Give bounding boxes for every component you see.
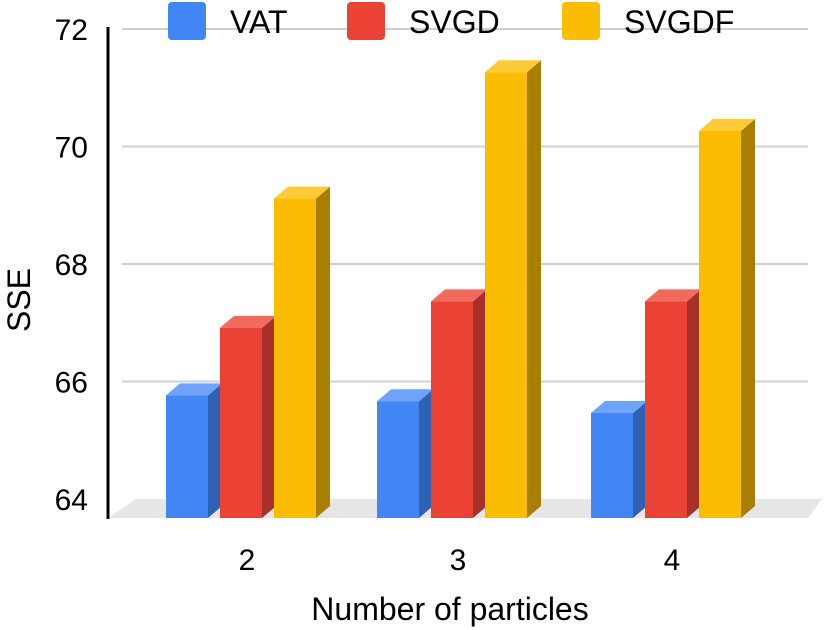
y-tick-label: 68 xyxy=(55,249,88,282)
bar-vat-3 xyxy=(377,389,433,518)
bar xyxy=(485,72,527,518)
legend-item-svgdf: SVGDF xyxy=(562,2,734,40)
legend-swatch xyxy=(347,2,385,40)
legend-swatch xyxy=(168,2,206,40)
bar-svgd-3 xyxy=(431,289,487,518)
bar xyxy=(377,401,419,518)
bar-vat-4 xyxy=(591,401,647,518)
bar-svgdf-2 xyxy=(274,187,330,518)
bar-svgdf-3 xyxy=(485,60,541,518)
y-tick-label: 72 xyxy=(55,14,88,47)
legend-label: VAT xyxy=(230,4,287,40)
y-axis-title: SSE xyxy=(1,268,37,332)
chart: 64 66 68 70 72 2 3 4 SSE Number of particles VA… xyxy=(0,0,830,630)
legend-item-vat: VAT xyxy=(168,2,287,40)
bar-side xyxy=(208,383,222,518)
bar xyxy=(431,301,473,518)
bar xyxy=(220,328,262,518)
bar-side xyxy=(419,389,433,518)
bar-side xyxy=(741,119,755,518)
axes-layer: 64 66 68 70 72 2 3 4 xyxy=(55,14,681,577)
chart-svg: 64 66 68 70 72 2 3 4 SSE Number of particles VA… xyxy=(0,0,830,630)
legend-swatch xyxy=(562,2,600,40)
legend-label: SVGD xyxy=(409,4,500,40)
y-tick-label: 66 xyxy=(55,367,88,400)
bar xyxy=(591,413,633,518)
bar-side xyxy=(473,289,487,518)
bar-side xyxy=(316,187,330,518)
bars-layer xyxy=(166,60,755,518)
bar xyxy=(274,199,316,518)
bar-side xyxy=(687,289,701,518)
legend: VAT SVGD SVGDF xyxy=(168,2,734,40)
bar-side xyxy=(262,316,276,518)
x-axis-title: Number of particles xyxy=(311,591,588,627)
x-tick-label: 3 xyxy=(450,544,467,577)
y-tick-label: 70 xyxy=(55,132,88,165)
bar xyxy=(699,131,741,518)
bar-side xyxy=(633,401,647,518)
bar-side xyxy=(527,60,541,518)
x-tick-label: 4 xyxy=(664,544,681,577)
bar xyxy=(645,301,687,518)
legend-label: SVGDF xyxy=(624,4,734,40)
bar xyxy=(166,395,208,518)
x-tick-label: 2 xyxy=(239,544,256,577)
y-tick-label: 64 xyxy=(55,484,88,517)
bar-svgd-2 xyxy=(220,316,276,518)
bar-vat-2 xyxy=(166,383,222,518)
legend-item-svgd: SVGD xyxy=(347,2,500,40)
bar-svgd-4 xyxy=(645,289,701,518)
bar-svgdf-4 xyxy=(699,119,755,518)
